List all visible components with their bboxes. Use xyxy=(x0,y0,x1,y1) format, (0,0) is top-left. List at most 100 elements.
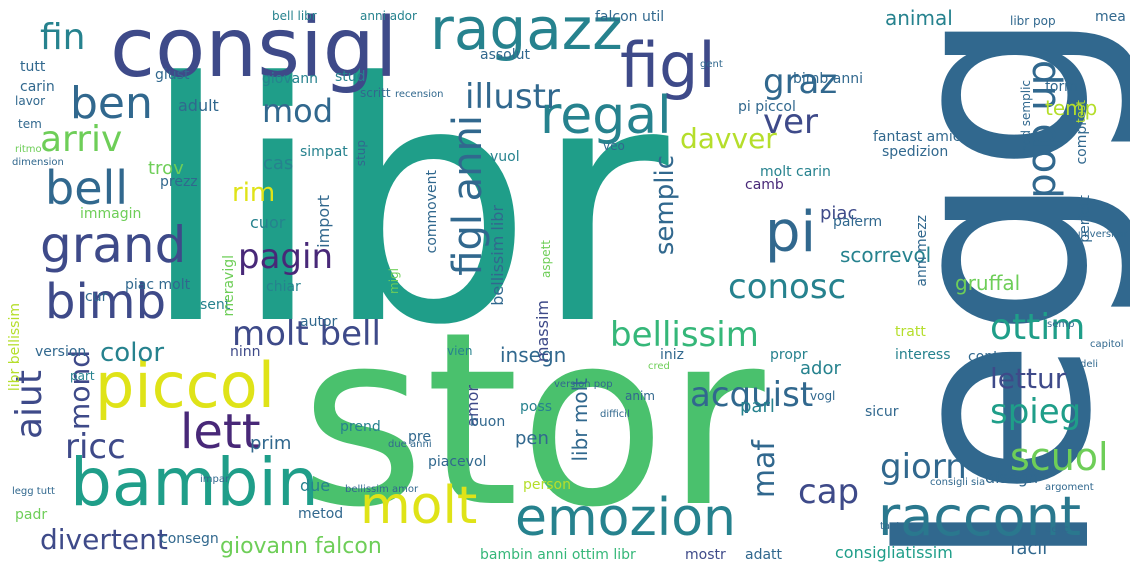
word-tratt: tratt xyxy=(895,324,926,340)
word-trov: trov xyxy=(148,158,184,179)
word-libr: libr xyxy=(140,13,669,397)
word-piac: piac xyxy=(820,203,858,224)
word-gent: gent xyxy=(700,59,723,70)
word-piacevol: piacevol xyxy=(428,454,487,470)
word-capitol: capitol xyxy=(1090,339,1124,350)
word-interess: interess xyxy=(895,347,951,363)
word-ben: ben xyxy=(70,78,153,129)
word-grand: grand xyxy=(40,216,187,274)
word-facil: facil xyxy=(1010,538,1048,559)
word-lett: lett xyxy=(180,404,261,460)
word-impar: impar xyxy=(200,474,230,485)
word-anni-mezz: anni mezz xyxy=(914,215,930,287)
word-parl: parl xyxy=(740,396,775,417)
word-acquist: acquist xyxy=(690,375,814,415)
word-libr-bellissim: libr bellissim xyxy=(7,303,23,392)
word-illustr: illustr xyxy=(465,77,560,117)
word-bellissim-libr: bellissim libr xyxy=(488,205,507,306)
word-adatt: adatt xyxy=(745,547,783,563)
word-mostr: mostr xyxy=(685,547,726,563)
word-bellissim-amor: bellissim amor xyxy=(345,484,419,495)
word-libr-pop: libr pop xyxy=(1010,14,1056,28)
word-import: import xyxy=(314,195,333,248)
word-consigliatissim: consigliatissim xyxy=(835,543,953,562)
word-prim: prim xyxy=(250,433,292,454)
word-tem: tem xyxy=(18,117,42,131)
word-semplic: semplic xyxy=(650,155,680,256)
word-giovann: giovann xyxy=(262,71,318,87)
word-prezz: prezz xyxy=(160,174,198,190)
word-piac-molt: piac molt xyxy=(125,277,191,293)
word-argoment: argoment xyxy=(1045,482,1094,493)
word-version-pop: version pop xyxy=(554,379,613,390)
word-delic: delic xyxy=(1045,524,1069,535)
word-padr: padr xyxy=(15,507,48,523)
word-due: due xyxy=(300,476,331,495)
word-ottim: ottim xyxy=(990,307,1086,348)
word-propr: propr xyxy=(770,347,808,363)
word-color: color xyxy=(100,338,165,368)
word-raccont: raccont xyxy=(878,485,1082,548)
word-stor: stor xyxy=(300,280,765,560)
word-arriv: arriv xyxy=(40,119,123,160)
word-migl: migl xyxy=(387,268,401,294)
word-ninn: ninn xyxy=(230,344,261,360)
word-bimb: bimb xyxy=(45,274,167,330)
word-spedizion: spedizion xyxy=(882,144,949,160)
word-meravigl: meravigl xyxy=(221,255,237,317)
word-bambin: bambin xyxy=(70,444,319,521)
word-commovent: commovent xyxy=(424,170,440,254)
word-cas: cas xyxy=(263,153,294,174)
word-insegn: insegn xyxy=(500,343,567,367)
word-immagin: immagin xyxy=(80,206,142,222)
word-aspett: aspett xyxy=(539,240,553,279)
word-autor: autor xyxy=(300,314,338,330)
word-mod: mod xyxy=(262,92,334,130)
word-scorrevol: scorrevol xyxy=(840,243,932,267)
word-bellissim: bellissim xyxy=(610,315,759,355)
word-piccol: piccol xyxy=(95,349,275,422)
word-person: person xyxy=(523,477,571,493)
word-carin: carin xyxy=(20,79,55,95)
word-consigli-sia: consigli sia xyxy=(930,477,986,488)
word-vuol: vuol xyxy=(490,149,520,165)
word-prend: prend xyxy=(340,419,381,435)
word-temp: temp xyxy=(1045,96,1098,120)
word-stup: stup xyxy=(354,140,368,167)
word-consegn: consegn xyxy=(160,531,219,547)
word-ritmo: ritmo xyxy=(15,144,42,155)
word-poss: poss xyxy=(520,399,553,415)
word-pi-piccol: pi piccol xyxy=(738,99,796,115)
word-dimension: dimension xyxy=(12,157,64,168)
word-cur: cur xyxy=(85,289,108,305)
word-chiar: chiar xyxy=(266,279,301,295)
word-maf: maf xyxy=(747,440,782,499)
word-form: form xyxy=(1045,79,1078,95)
word-mea: mea xyxy=(1095,9,1126,25)
word-bimb-anni: bimb anni xyxy=(793,71,863,87)
word-scuol: scuol xyxy=(1010,435,1109,479)
word-ragazz: ragazz xyxy=(430,0,623,63)
word-stud: stud xyxy=(335,69,366,85)
word-figl: figl xyxy=(620,29,716,102)
word-anim: anim xyxy=(625,389,655,403)
word-spieg: spieg xyxy=(990,392,1082,432)
word-ver: ver xyxy=(763,102,819,142)
word-legg-tutt: legg tutt xyxy=(12,486,55,497)
word-deli: deli xyxy=(1080,359,1099,370)
word-conosc: conosc xyxy=(728,267,847,307)
word-bambin-anni-ottim-libr: bambin anni ottim libr xyxy=(480,547,636,563)
word-molt-bell: molt bell xyxy=(232,314,381,354)
word-rim: rim xyxy=(232,178,276,208)
word-vogl: vogl xyxy=(810,389,836,403)
word-falcon-util: falcon util xyxy=(595,9,665,25)
word-molt: molt xyxy=(360,476,478,536)
word-divertent: divertent xyxy=(40,523,168,556)
word-giust: giust xyxy=(155,67,190,83)
word-mod-semplic: mod semplic xyxy=(1019,80,1033,157)
word-figl-anni: figl anni xyxy=(445,115,491,276)
word-tutt: tutt xyxy=(20,59,46,75)
word-disegn: disegn xyxy=(985,468,1039,487)
word-cap: cap xyxy=(798,472,860,512)
